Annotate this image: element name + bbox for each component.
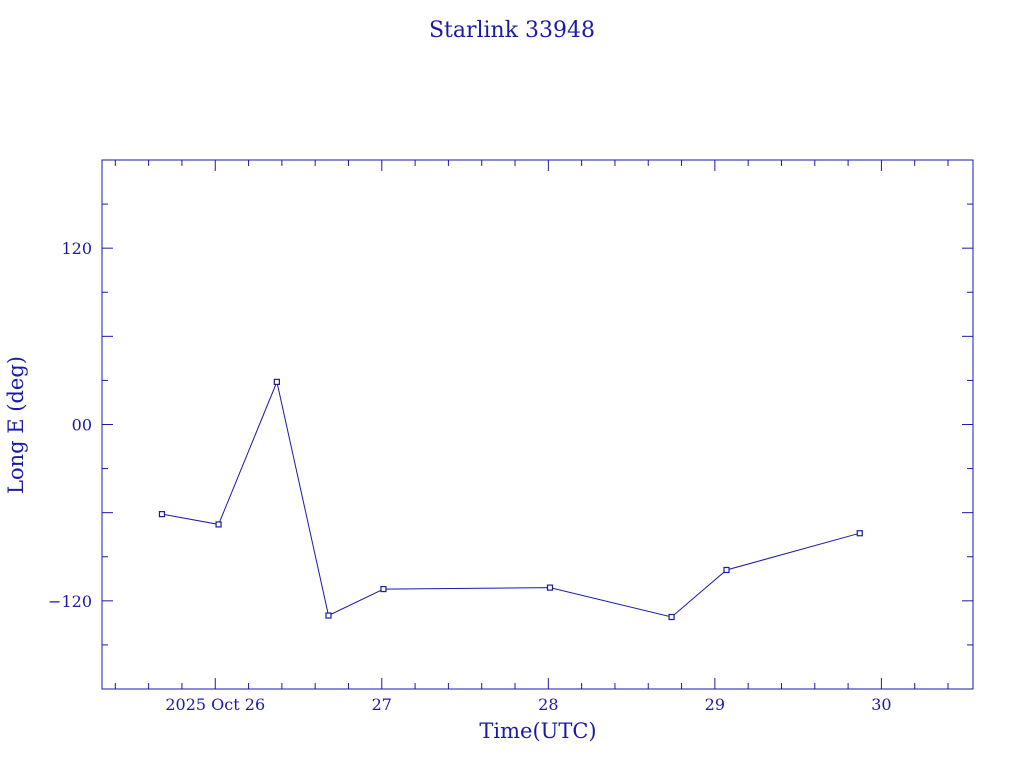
x-tick-label: 2025 Oct 26 xyxy=(165,695,265,714)
x-tick-label: 30 xyxy=(871,695,891,714)
data-point xyxy=(215,521,222,528)
data-point xyxy=(723,566,730,574)
y-tick-label: −120 xyxy=(48,592,92,611)
y-tick-label: 00 xyxy=(72,416,92,435)
plot-frame xyxy=(101,159,974,690)
series xyxy=(158,378,863,621)
x-axis-label: Time(UTC) xyxy=(479,719,596,743)
y-axis-label: Long E (deg) xyxy=(4,356,28,494)
y-tick-label: 120 xyxy=(61,239,92,258)
x-tick-label: 28 xyxy=(538,695,558,714)
data-point xyxy=(158,511,166,518)
x-tick-label: 27 xyxy=(372,695,392,714)
series-line xyxy=(161,380,860,618)
data-point xyxy=(380,585,387,593)
data-point xyxy=(273,378,280,385)
data-point xyxy=(325,612,332,619)
data-point xyxy=(856,530,863,537)
chart-title: Starlink 33948 xyxy=(429,18,595,43)
data-point xyxy=(668,613,675,621)
axis-ticks: 120 00 −120 2025 Oct 26 27 28 29 30 xyxy=(48,160,973,714)
data-point xyxy=(546,584,554,591)
x-tick-label: 29 xyxy=(705,695,725,714)
